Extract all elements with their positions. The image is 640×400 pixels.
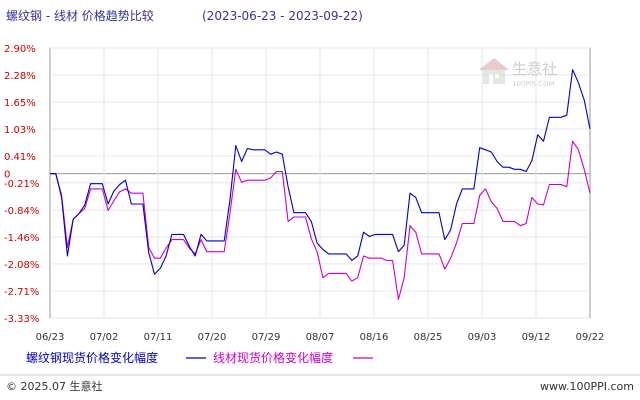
x-tick-label: 09/03 xyxy=(468,332,497,343)
y-tick-label: 2.28% xyxy=(4,71,36,82)
y-tick-label: 1.65% xyxy=(4,98,36,109)
series-line-rebar xyxy=(50,69,591,275)
watermark-url: 100PPI.COM xyxy=(512,80,555,88)
x-tick-label: 09/22 xyxy=(576,332,605,343)
x-axis-ticks: 06/23 07/02 07/11 07/20 07/29 08/07 08/16 08/25… xyxy=(36,332,605,343)
x-tick-label: 09/12 xyxy=(522,332,551,343)
watermark-house-icon xyxy=(479,58,509,84)
y-tick-label: -2.71% xyxy=(4,287,39,298)
x-tick-label: 07/29 xyxy=(252,332,281,343)
watermark: 生意社 100PPI.COM xyxy=(479,58,557,88)
y-tick-label: 1.03% xyxy=(4,125,36,136)
x-tick-label: 08/07 xyxy=(306,332,335,343)
legend: 螺纹钢现货价格变化幅度 线材现货价格变化幅度 xyxy=(26,350,373,365)
series-line-wire-rod xyxy=(50,140,591,300)
chart-date-range: (2023-06-23 - 2023-09-22) xyxy=(202,9,363,23)
watermark-text: 生意社 xyxy=(512,60,557,78)
y-tick-label: 0.41% xyxy=(4,152,36,163)
y-axis-ticks: 2.90% 2.28% 1.65% 1.03% 0.41% 0-0.21% -0.84% -1… xyxy=(4,44,39,325)
series-lines xyxy=(50,69,591,300)
x-tick-label: 07/02 xyxy=(90,332,119,343)
legend-label-rebar: 螺纹钢现货价格变化幅度 xyxy=(26,350,158,365)
y-tick-label: -2.08% xyxy=(4,260,39,271)
x-tick-label: 07/20 xyxy=(198,332,227,343)
x-tick-label: 08/25 xyxy=(414,332,443,343)
y-tick-label: 0 xyxy=(4,170,10,181)
y-tick-label: -1.46% xyxy=(4,233,39,244)
footer-copyright: © 2025.07 生意社 xyxy=(6,379,102,393)
x-tick-label: 07/11 xyxy=(144,332,173,343)
legend-label-wire-rod: 线材现货价格变化幅度 xyxy=(213,350,333,365)
x-tick-label: 06/23 xyxy=(36,332,65,343)
y-tick-label: -3.33% xyxy=(4,314,39,325)
y-tick-label: -0.21% xyxy=(4,179,39,190)
footer-website: www.100PPI.com xyxy=(540,380,634,393)
chart-title: 螺纹钢 - 线材 价格趋势比较 xyxy=(6,8,154,23)
y-tick-label: -0.84% xyxy=(4,206,39,217)
y-tick-label: 2.90% xyxy=(4,44,36,55)
x-tick-label: 08/16 xyxy=(360,332,389,343)
